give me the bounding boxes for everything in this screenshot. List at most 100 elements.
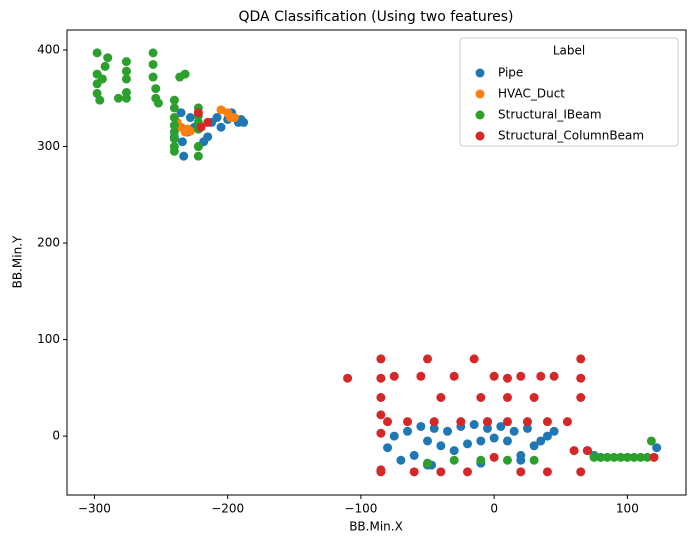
x-axis-label: BB.Min.X (349, 520, 403, 534)
point (522, 417, 532, 427)
point (148, 59, 158, 69)
x-tick-label: −300 (78, 502, 111, 516)
point (449, 371, 459, 381)
point (462, 439, 472, 449)
legend-marker (475, 110, 485, 120)
point (489, 371, 499, 381)
point (549, 371, 559, 381)
point (113, 93, 123, 103)
point (92, 48, 102, 58)
chart-title: QDA Classification (Using two features) (238, 9, 513, 25)
point (92, 88, 102, 98)
point (476, 393, 486, 403)
y-axis-label: BB.Min.Y (11, 235, 25, 288)
point (177, 137, 187, 147)
point (196, 122, 206, 132)
y-tick-label: 300 (37, 139, 60, 153)
point (153, 98, 163, 108)
point (376, 410, 386, 420)
y-tick-label: 100 (37, 332, 60, 346)
point (576, 354, 586, 364)
legend-box (459, 37, 679, 147)
point (602, 452, 612, 462)
point (383, 417, 393, 427)
point (436, 393, 446, 403)
x-tick-label: 100 (616, 502, 639, 516)
point (549, 426, 559, 436)
point (469, 354, 479, 364)
plot-frame (66, 29, 687, 496)
point (636, 452, 646, 462)
legend-marker (475, 89, 485, 99)
legend-label: Structural_ColumnBeam (498, 129, 644, 143)
point (179, 151, 189, 161)
point (216, 122, 226, 132)
x-tick-label: −100 (344, 502, 377, 516)
legend-title: Label (553, 44, 585, 58)
point (589, 452, 599, 462)
point (103, 53, 113, 63)
point (649, 452, 659, 462)
point (121, 93, 131, 103)
point (482, 417, 492, 427)
point (476, 455, 486, 465)
point (529, 441, 539, 451)
point (569, 446, 579, 456)
point (576, 373, 586, 383)
point (229, 113, 239, 123)
point (396, 455, 406, 465)
point (542, 431, 552, 441)
point (469, 420, 479, 430)
point (536, 436, 546, 446)
point (502, 373, 512, 383)
point (609, 452, 619, 462)
point (652, 443, 662, 453)
point (496, 421, 506, 431)
point (180, 69, 190, 79)
point (203, 132, 213, 142)
point (376, 354, 386, 364)
point (529, 455, 539, 465)
point (169, 103, 179, 113)
point (97, 74, 107, 84)
point (522, 423, 532, 433)
point (529, 393, 539, 403)
point (185, 126, 195, 136)
point (562, 417, 572, 427)
point (443, 426, 453, 436)
point (169, 113, 179, 123)
point (403, 426, 413, 436)
point (642, 452, 652, 462)
point (502, 393, 512, 403)
point (121, 66, 131, 76)
point (151, 84, 161, 94)
point (121, 74, 131, 84)
point (212, 113, 222, 123)
point (462, 467, 472, 477)
point (476, 436, 486, 446)
point (596, 452, 606, 462)
point (576, 393, 586, 403)
legend-label: Structural_IBeam (498, 108, 602, 122)
point (516, 371, 526, 381)
point (622, 452, 632, 462)
point (343, 373, 353, 383)
point (582, 446, 592, 456)
point (409, 467, 419, 477)
point (169, 134, 179, 144)
point (536, 371, 546, 381)
point (516, 455, 526, 465)
point (169, 127, 179, 137)
point (429, 417, 439, 427)
point (383, 443, 393, 453)
point (121, 57, 131, 67)
point (416, 371, 426, 381)
point (646, 436, 656, 446)
point (193, 151, 203, 161)
point (95, 95, 105, 105)
legend-label: Pipe (498, 66, 523, 80)
point (502, 436, 512, 446)
legend-marker (475, 68, 485, 78)
point (193, 108, 203, 118)
